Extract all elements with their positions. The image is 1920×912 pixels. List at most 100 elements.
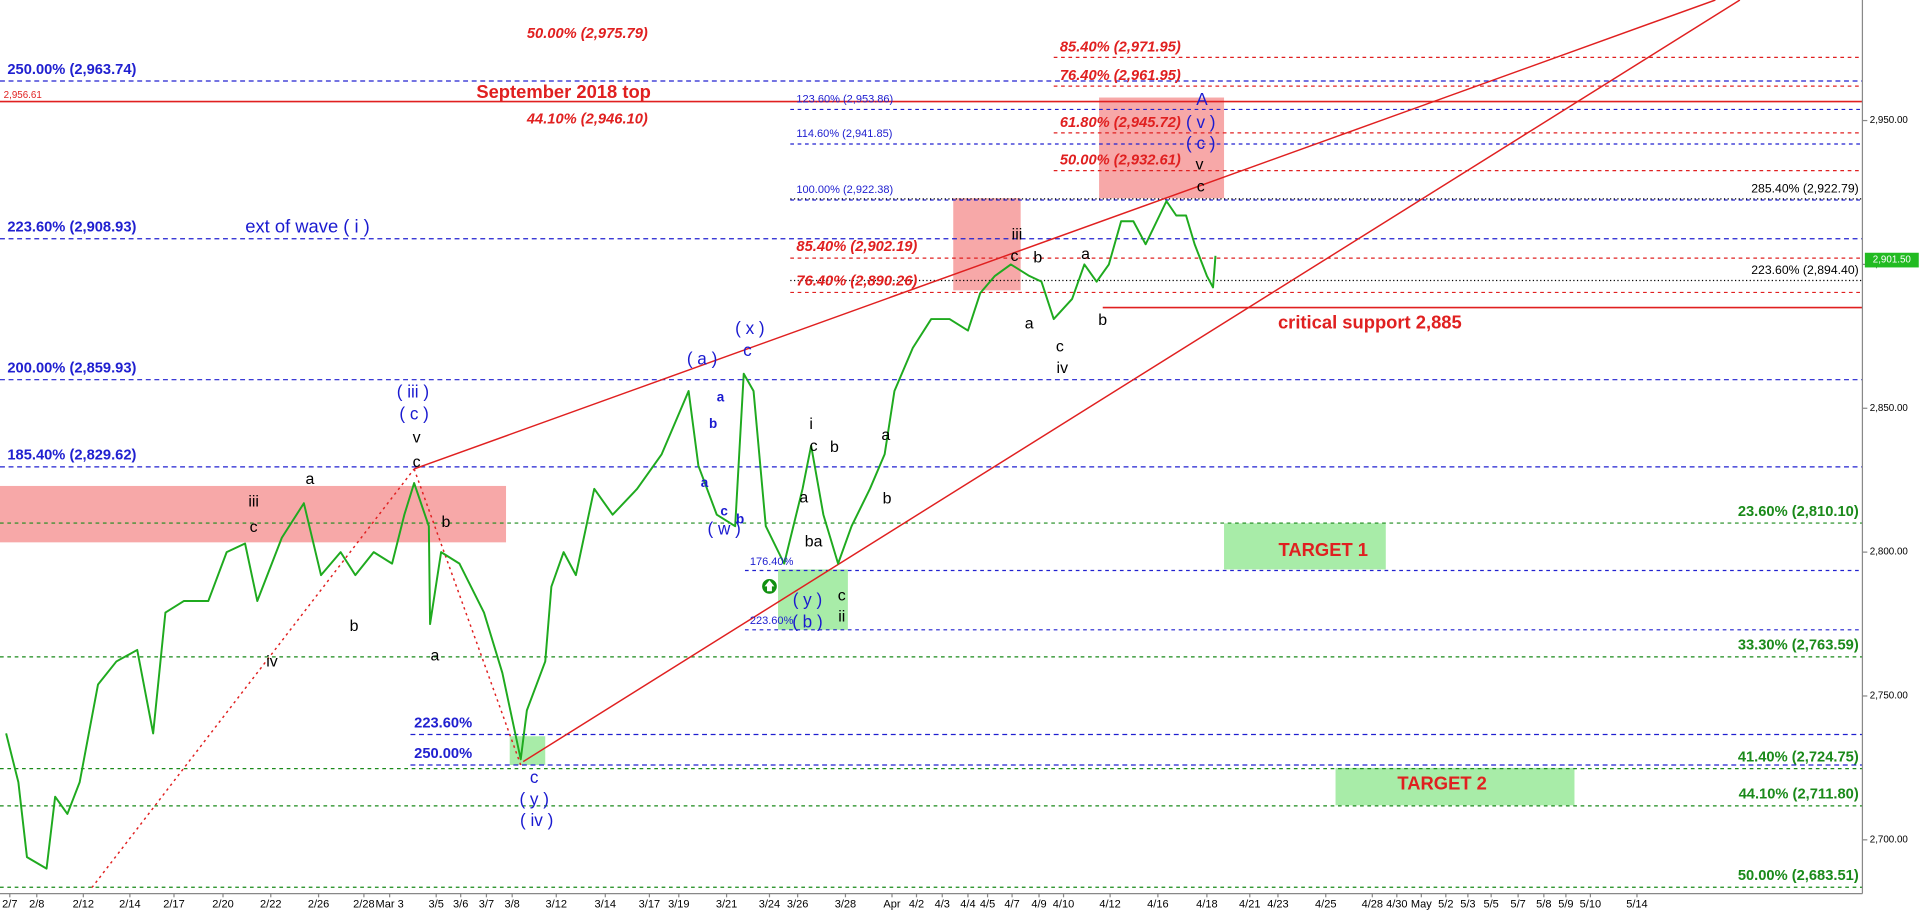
annotation: a (431, 647, 440, 664)
annotation: v (1196, 156, 1204, 173)
annotation: b (1033, 250, 1042, 267)
x-tick-label: 3/6 (453, 899, 468, 911)
x-tick-label: 3/17 (639, 899, 660, 911)
annotation: i (809, 416, 813, 433)
level-label: 41.40% (2,724.75) (1738, 749, 1859, 765)
annotation: ( v ) (1186, 112, 1215, 132)
level-label: 2,956.61 (4, 90, 42, 101)
level-label: 200.00% (2,859.93) (7, 361, 136, 377)
annotation: c (530, 767, 539, 787)
level-label: 114.60% (2,941.85) (796, 128, 892, 140)
x-tick-label: 3/14 (595, 899, 616, 911)
x-tick-label: 5/7 (1510, 899, 1525, 911)
annotation: TARGET 2 (1397, 773, 1486, 794)
annotation: ii (838, 608, 845, 625)
annotation: ( y ) (793, 590, 822, 610)
x-tick-label: 5/9 (1558, 899, 1573, 911)
level-label: 123.60% (2,953.86) (796, 94, 893, 106)
annotation: ( y ) (519, 789, 548, 809)
x-tick-label: 4/12 (1099, 899, 1120, 911)
level-label: 85.40% (2,902.19) (796, 239, 917, 255)
x-tick-label: 3/21 (716, 899, 737, 911)
x-tick-label: 4/25 (1315, 899, 1336, 911)
x-tick-label: 5/10 (1580, 899, 1601, 911)
level-label: critical support 2,885 (1278, 311, 1462, 332)
annotation: c (810, 438, 818, 455)
x-tick-label: 3/8 (504, 899, 519, 911)
annotation: September 2018 top (476, 81, 651, 102)
annotation: v (413, 429, 421, 446)
annotation: b (442, 514, 451, 531)
annotation: ( c ) (399, 403, 428, 423)
annotation: iii (1012, 226, 1023, 243)
x-tick-label: 3/26 (787, 899, 808, 911)
x-tick-label: 4/2 (909, 899, 924, 911)
annotation: c (1011, 248, 1019, 265)
annotation: ext of wave ( i ) (245, 215, 370, 236)
y-tick-label: 2,950.00 (1870, 115, 1909, 126)
x-tick-label: 2/12 (73, 899, 94, 911)
annotation: a (1025, 316, 1034, 333)
level-label: 50.00% (2,975.79) (527, 26, 648, 42)
level-label: 44.10% (2,711.80) (1739, 787, 1859, 803)
annotation: c (413, 454, 421, 471)
x-tick-label: 4/16 (1147, 899, 1168, 911)
x-tick-label: 3/19 (668, 899, 689, 911)
last-price-box (1864, 252, 1919, 268)
trend-line (522, 0, 1741, 763)
x-tick-label: May (1411, 899, 1432, 911)
zone (1224, 523, 1386, 570)
x-tick-label: 4/30 (1386, 899, 1407, 911)
x-tick-label: 5/3 (1460, 899, 1475, 911)
level-label: 185.40% (2,829.62) (7, 448, 136, 464)
level-label: 223.60% (2,908.93) (7, 220, 136, 236)
annotation: a (701, 475, 709, 490)
x-tick-label: Mar 3 (376, 899, 404, 911)
annotation: iv (266, 654, 278, 671)
level-label: 285.40% (2,922.79) (1751, 181, 1859, 195)
annotation: a (306, 471, 315, 488)
x-tick-label: 4/7 (1004, 899, 1019, 911)
x-tick-label: 3/24 (759, 899, 780, 911)
trend-line (91, 468, 415, 889)
price-line (5, 200, 1217, 870)
annotation: b (736, 512, 744, 527)
annotation: c (838, 587, 846, 604)
level-label: 50.00% (2,932.61) (1060, 153, 1181, 169)
level-label: 44.10% (2,946.10) (526, 111, 648, 127)
trend-line (413, 0, 1716, 470)
level-label: 176.40% (750, 556, 794, 568)
price-series (5, 200, 1217, 870)
x-tick-label: 5/2 (1438, 899, 1453, 911)
level-label: 250.00% (414, 746, 472, 762)
x-tick-label: 2/7 (2, 899, 17, 911)
level-label: 85.40% (2,971.95) (1060, 39, 1181, 55)
x-tick-label: 5/5 (1483, 899, 1498, 911)
zone (0, 485, 507, 543)
x-tick-label: 2/28 (353, 899, 374, 911)
x-tick-label: 2/20 (212, 899, 233, 911)
zone (953, 198, 1021, 291)
annotation: a (799, 490, 808, 507)
x-tick-label: 4/5 (980, 899, 995, 911)
x-tick-label: 3/5 (429, 899, 444, 911)
x-tick-label: 2/8 (29, 899, 44, 911)
zones (0, 97, 1575, 806)
annotation: a (1081, 246, 1090, 263)
zone (1099, 97, 1225, 199)
x-tick-label: Apr (883, 899, 900, 911)
annotation: ( iv ) (520, 810, 553, 830)
y-tick-label: 2,800.00 (1870, 547, 1909, 558)
x-tick-label: 4/4 (960, 899, 975, 911)
annotation: b (350, 618, 359, 635)
y-tick-label: 2,750.00 (1870, 691, 1909, 702)
trend-lines (91, 0, 1741, 889)
level-label: 223.60% (2,894.40) (1751, 263, 1859, 277)
up-arrow-icon (762, 579, 777, 594)
level-label: 61.80% (2,945.72) (1060, 115, 1181, 131)
x-tick-label: 4/18 (1196, 899, 1217, 911)
x-tick-label: 4/21 (1239, 899, 1260, 911)
